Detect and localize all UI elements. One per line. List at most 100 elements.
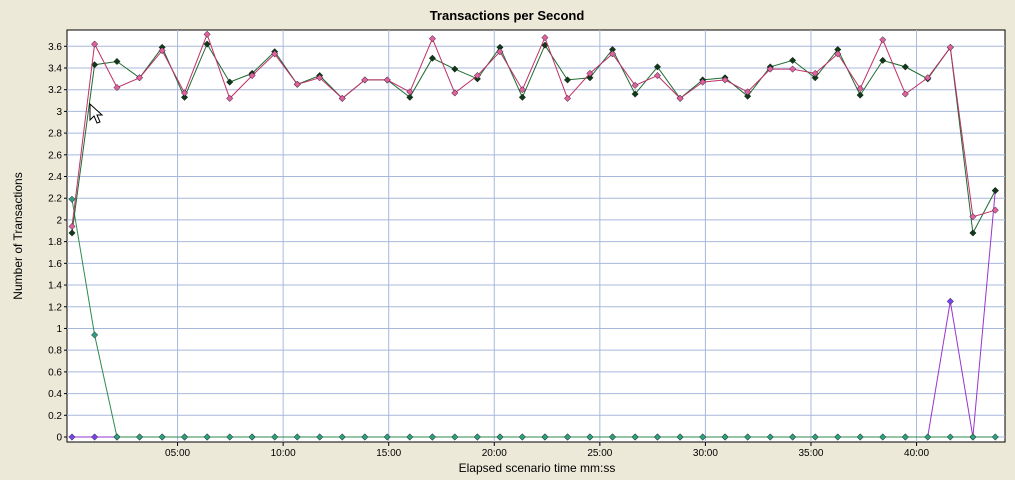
series-3-point xyxy=(946,433,954,441)
series-3-point xyxy=(383,433,391,441)
series-3-point xyxy=(316,433,324,441)
y-tick-label: 1.6 xyxy=(48,259,62,270)
series-3-point xyxy=(879,433,887,441)
series-2-point xyxy=(699,78,707,86)
series-group xyxy=(68,30,999,441)
series-3-point xyxy=(991,433,999,441)
y-tick-label: 0.2 xyxy=(48,411,62,422)
series-1-point xyxy=(563,76,572,84)
series-2-point xyxy=(248,72,256,80)
series-3-point xyxy=(68,195,76,203)
y-tick-label: 0.6 xyxy=(48,367,62,378)
series-2-point xyxy=(969,213,977,221)
y-axis-label: Number of Transactions xyxy=(11,172,25,299)
series-1-point xyxy=(879,56,887,64)
series-2-point xyxy=(226,94,234,102)
series-2-point xyxy=(834,50,842,58)
series-2-point xyxy=(158,47,166,55)
x-tick-label: 25:00 xyxy=(587,448,612,459)
series-1-point xyxy=(901,63,909,71)
series-2-point xyxy=(68,222,76,230)
series-4-point xyxy=(91,433,99,441)
series-1 xyxy=(68,40,999,237)
chart-title: Transactions per Second xyxy=(430,8,585,23)
y-tick-label: 2.2 xyxy=(48,194,62,205)
series-2-point xyxy=(518,86,526,94)
series-3-point xyxy=(473,433,481,441)
series-3-point xyxy=(789,433,797,441)
series-1-point xyxy=(203,40,211,48)
x-tick-label: 30:00 xyxy=(693,448,718,459)
series-3-point xyxy=(834,433,842,441)
y-tick-label: 3.2 xyxy=(48,85,62,96)
series-3-point xyxy=(248,433,256,441)
series-3-point xyxy=(631,433,639,441)
series-3-point xyxy=(113,433,121,441)
series-3-point xyxy=(563,433,572,441)
x-tick-label: 15:00 xyxy=(376,448,401,459)
series-3 xyxy=(68,195,999,441)
series-2-point xyxy=(361,76,369,84)
series-2-point xyxy=(293,80,301,88)
series-3-point xyxy=(811,433,819,441)
series-1-point xyxy=(811,74,819,82)
series-2-line xyxy=(71,32,996,227)
y-tick-label: 1.8 xyxy=(48,237,62,248)
series-2-point xyxy=(721,76,729,84)
series-3-point xyxy=(766,433,774,441)
series-1-point xyxy=(113,57,121,66)
x-tick-label: 35:00 xyxy=(798,448,823,459)
y-tick-label: 3 xyxy=(56,107,62,118)
series-2-point xyxy=(316,74,324,82)
series-3-point xyxy=(699,433,707,441)
series-2-point xyxy=(563,94,572,102)
series-2-point xyxy=(901,90,909,98)
series-3-point xyxy=(203,433,211,441)
y-tick-label: 2.6 xyxy=(48,150,62,161)
series-3-point xyxy=(293,433,301,441)
series-2-point xyxy=(113,83,121,92)
series-1-point xyxy=(631,90,639,98)
series-3-point xyxy=(924,433,932,441)
series-3-point xyxy=(180,433,189,441)
series-3-point xyxy=(451,433,459,441)
series-2-point xyxy=(180,89,189,97)
series-1-point xyxy=(744,92,752,100)
series-4-point xyxy=(68,433,76,441)
series-3-point xyxy=(676,433,684,441)
series-1-point xyxy=(68,229,76,237)
series-1-point xyxy=(180,93,189,101)
series-4-point xyxy=(946,297,954,305)
series-3-point xyxy=(653,433,662,441)
x-tick-label: 40:00 xyxy=(904,448,929,459)
series-1-point xyxy=(428,54,436,62)
series-2-point xyxy=(451,89,459,97)
series-2-point xyxy=(271,50,279,58)
series-1-point xyxy=(969,229,977,237)
series-1-point xyxy=(518,93,526,101)
series-3-point xyxy=(406,433,414,441)
y-tick-label: 2.8 xyxy=(48,129,62,140)
series-3-point xyxy=(901,433,909,441)
series-2-point xyxy=(879,36,887,44)
y-tick-label: 2.4 xyxy=(48,172,62,183)
axis-ticks: 0 0.2 0.4 0.6 0.8 1 1.2 1.4 1.6 1.8 2 2.2 2.4 2.6 2.8 3… xyxy=(48,42,929,459)
series-3-point xyxy=(361,433,369,441)
series-1-point xyxy=(653,63,662,71)
series-3-point xyxy=(428,433,436,441)
series-1-point xyxy=(856,91,864,99)
x-tick-label: 05:00 xyxy=(165,448,190,459)
series-1-point xyxy=(586,74,594,82)
x-tick-label: 10:00 xyxy=(271,448,296,459)
series-2-point xyxy=(496,48,504,56)
series-3-point xyxy=(541,433,549,441)
series-2 xyxy=(68,30,999,230)
series-3-point xyxy=(338,433,346,441)
series-2-point xyxy=(991,206,999,214)
series-2-point xyxy=(631,81,639,89)
series-3-point xyxy=(136,433,144,441)
series-1-point xyxy=(226,78,234,86)
y-tick-label: 0 xyxy=(56,433,62,444)
series-2-point xyxy=(946,43,954,51)
series-2-point xyxy=(676,94,684,102)
